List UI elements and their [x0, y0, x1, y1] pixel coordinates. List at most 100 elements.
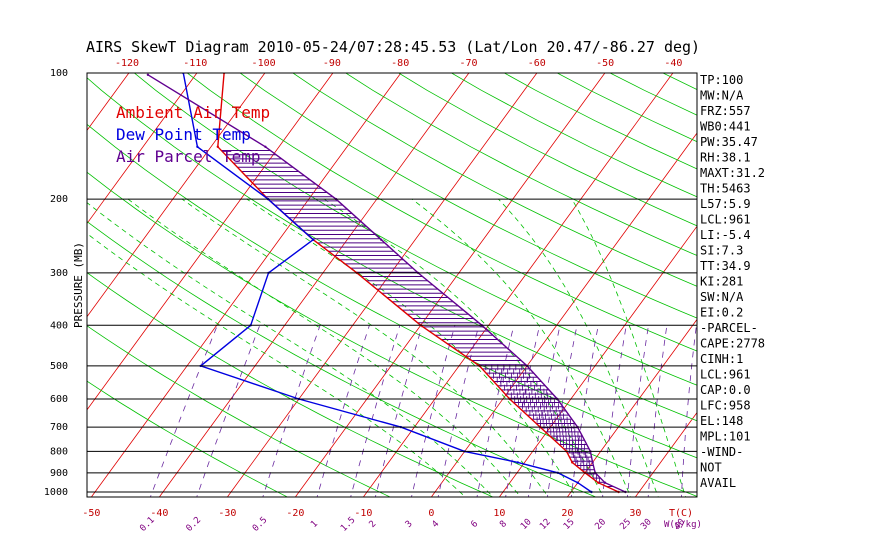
- pressure-tick-label: 1000: [44, 487, 68, 498]
- air-parcel-temp-line: [147, 74, 626, 493]
- moist-adiabat-line: [571, 198, 687, 497]
- pressure-tick-label: 800: [50, 446, 68, 457]
- mixing-ratio-tick-label: 20: [593, 517, 608, 532]
- top-temp-tick-label: -40: [664, 58, 682, 69]
- moist-adiabat-line: [181, 198, 549, 497]
- isotherm-line: [363, 73, 674, 497]
- pressure-tick-label: 500: [50, 361, 68, 372]
- bottom-temp-tick-label: -10: [354, 508, 372, 519]
- pressure-tick-label: 900: [50, 468, 68, 479]
- mixing-ratio-tick-label: 1: [309, 519, 320, 530]
- mixing-ratio-line: [149, 325, 218, 497]
- top-temp-tick-label: -80: [391, 58, 409, 69]
- index-value: PW:35.47: [700, 135, 758, 149]
- top-temp-tick-label: -110: [183, 58, 207, 69]
- dry-adiabat-line: [133, 73, 697, 386]
- top-temp-tick-label: -100: [252, 58, 276, 69]
- index-value: CAP:0.0: [700, 383, 751, 397]
- bottom-temp-unit: T(C): [669, 508, 693, 519]
- mixing-ratio-line: [528, 325, 561, 497]
- mixing-ratio-line: [681, 325, 697, 497]
- top-temp-tick-label: -70: [459, 58, 477, 69]
- pressure-tick-label: 200: [50, 194, 68, 205]
- mixing-ratio-tick-label: 10: [519, 517, 534, 532]
- data-point: [603, 481, 607, 484]
- bottom-temp-tick-label: -20: [286, 508, 304, 519]
- data-point: [380, 238, 383, 241]
- data-point: [264, 145, 267, 148]
- bottom-temp-tick-label: -30: [218, 508, 236, 519]
- index-value: FRZ:557: [700, 104, 751, 118]
- index-value: NOT: [700, 461, 722, 475]
- isotherm-line: [295, 73, 606, 497]
- mixing-ratio-tick-label: 15: [562, 517, 577, 532]
- mixing-ratio-tick-label: 6: [469, 519, 480, 530]
- dry-adiabat-line: [87, 272, 494, 497]
- data-point: [576, 481, 579, 484]
- dry-adiabat-line: [186, 73, 697, 352]
- dry-adiabat-line: [556, 73, 697, 143]
- isotherm-line: [431, 132, 697, 497]
- index-value: KI:281: [700, 275, 743, 289]
- data-point: [216, 145, 219, 148]
- data-point: [571, 461, 574, 464]
- pressure-tick-label: 400: [50, 320, 68, 331]
- mixing-ratio-line: [437, 325, 480, 497]
- ambient-air-temp-line: [217, 73, 619, 493]
- index-value: TH:5463: [700, 182, 751, 196]
- data-point: [312, 238, 315, 241]
- index-value: MAXT:31.2: [700, 166, 765, 180]
- index-value: MW:N/A: [700, 89, 744, 103]
- mixing-ratio-tick-label: 3: [404, 519, 415, 530]
- index-value: EI:0.2: [700, 306, 743, 320]
- moist-adiabat-line: [87, 233, 466, 497]
- index-value: CAPE:2778: [700, 337, 765, 351]
- pressure-tick-label: 100: [50, 68, 68, 79]
- data-point: [591, 461, 594, 464]
- mixing-ratio-unit: W(g/kg): [664, 520, 702, 530]
- bottom-temp-tick-label: 20: [561, 508, 573, 519]
- bottom-temp-tick-label: 30: [629, 508, 641, 519]
- y-axis-label: PRESSURE (MB): [72, 242, 85, 328]
- dry-adiabat-line: [450, 73, 697, 198]
- mixing-ratio-line: [411, 325, 456, 497]
- index-value: LCL:961: [700, 368, 751, 382]
- index-value: SW:N/A: [700, 290, 744, 304]
- chart-title: AIRS SkewT Diagram 2010-05-24/07:28:45.5…: [86, 38, 700, 56]
- isotherm-line: [771, 73, 870, 497]
- bottom-temp-tick-label: 0: [428, 508, 434, 519]
- pressure-tick-label: 600: [50, 394, 68, 405]
- dry-adiabat-line: [345, 73, 697, 256]
- bottom-temp-tick-label: -50: [82, 508, 100, 519]
- index-value: MPL:101: [700, 430, 751, 444]
- isotherm-line: [87, 73, 198, 225]
- mixing-ratio-tick-label: 2: [368, 519, 379, 530]
- moist-adiabat-line: [127, 198, 522, 497]
- legend-label: Air Parcel Temp: [116, 147, 261, 166]
- bottom-temp-tick-label: 10: [493, 508, 505, 519]
- data-point: [516, 461, 519, 464]
- bottom-temp-tick-label: -40: [150, 508, 168, 519]
- mixing-ratio-tick-label: 8: [498, 519, 509, 530]
- index-value: CINH:1: [700, 352, 743, 366]
- index-value: RH:38.1: [700, 151, 751, 165]
- pressure-tick-label: 700: [50, 422, 68, 433]
- dew-point-temp-line: [182, 73, 592, 493]
- index-value: L57:5.9: [700, 197, 751, 211]
- index-value: AVAIL: [700, 476, 736, 490]
- mixing-ratio-line: [627, 325, 649, 497]
- isotherm-line: [87, 73, 130, 132]
- data-point: [196, 145, 199, 148]
- dry-adiabat-line: [239, 73, 697, 319]
- moist-adiabat-line: [498, 198, 659, 497]
- mixing-ratio-line: [602, 325, 627, 497]
- dry-adiabat-line: [87, 380, 289, 497]
- dry-adiabat-line: [87, 77, 697, 422]
- mixing-ratio-line: [350, 325, 401, 497]
- legend-label: Dew Point Temp: [116, 125, 251, 144]
- moist-adiabat-line: [246, 198, 577, 497]
- index-value: TP:100: [700, 73, 743, 87]
- mixing-ratio-tick-label: 25: [618, 517, 633, 532]
- mixing-ratio-line: [547, 325, 578, 497]
